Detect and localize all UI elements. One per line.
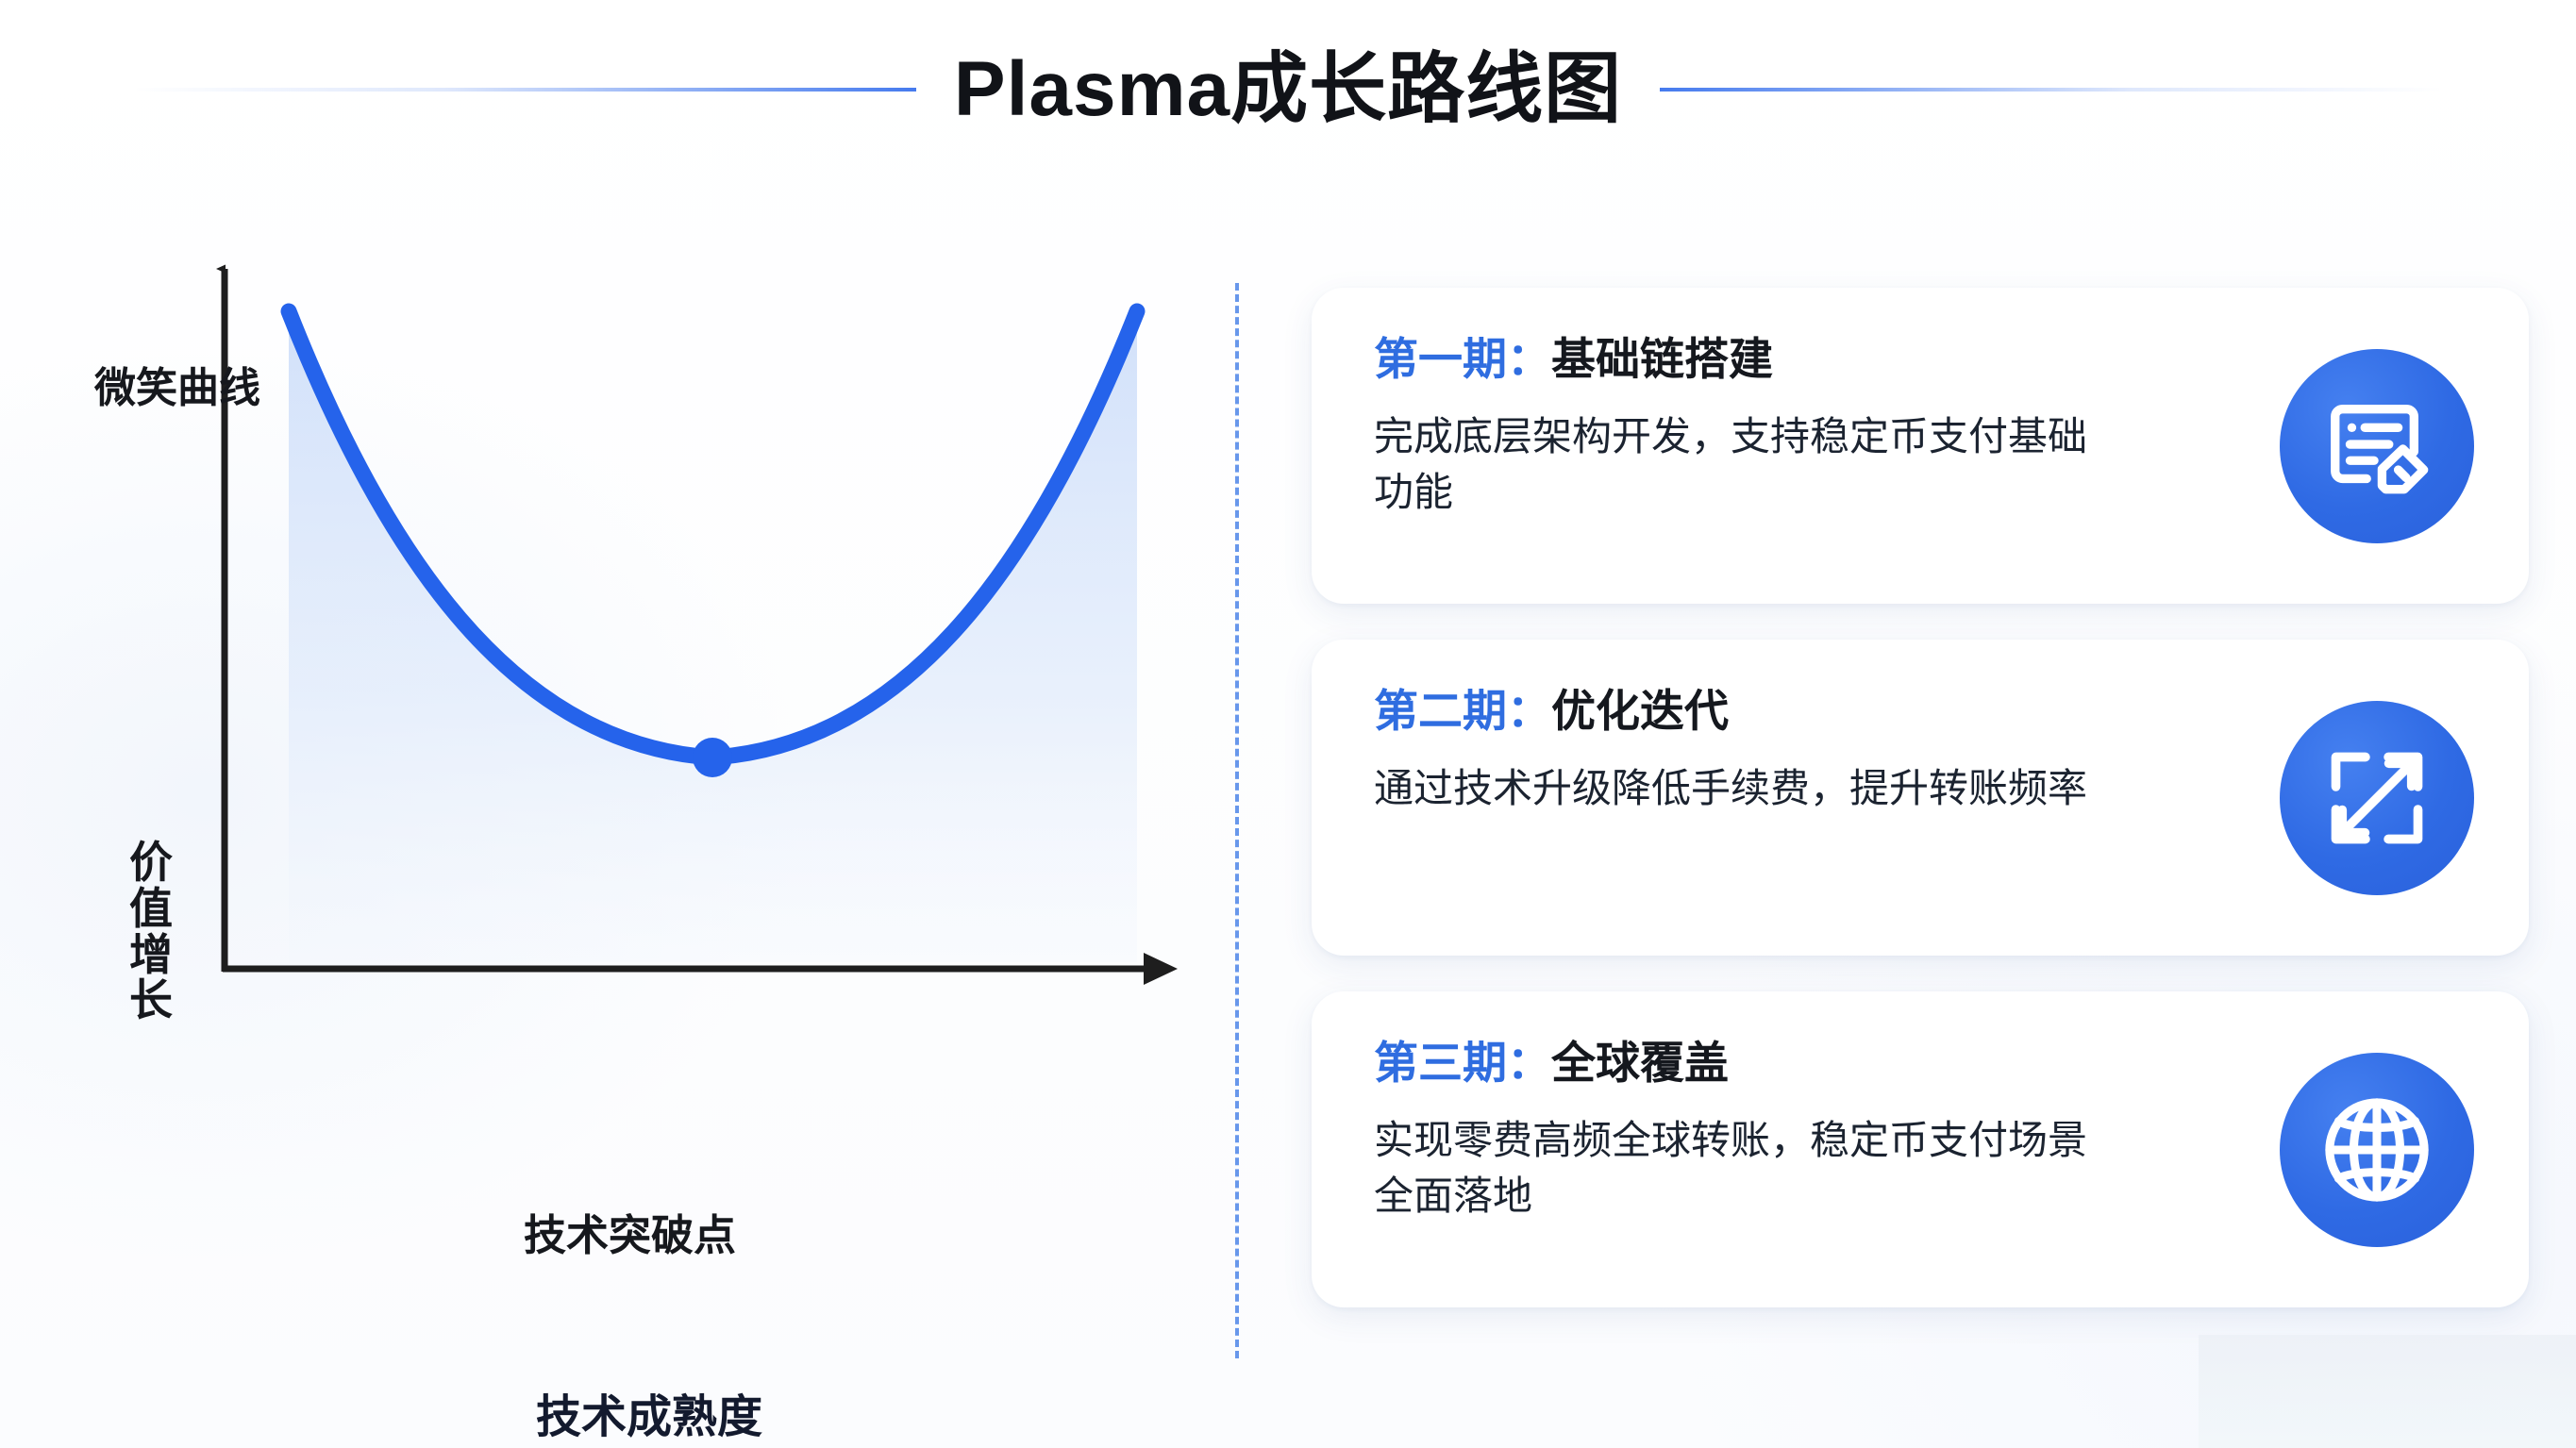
phase-card-2-phase: 第二期： — [1374, 686, 1551, 736]
page-header: Plasma成长路线图 — [0, 0, 2576, 179]
phase-card-1-title: 第一期：基础链搭建 — [1374, 335, 2246, 384]
document-edit-icon — [2280, 348, 2474, 543]
phase-card-2-title: 第二期：优化迭代 — [1374, 687, 2246, 736]
phase-card-1[interactable]: 第一期：基础链搭建 完成底层架构开发，支持稳定币支付基础功能 — [1312, 288, 2529, 604]
title-rule-left — [132, 88, 916, 92]
phase-card-list: 第一期：基础链搭建 完成底层架构开发，支持稳定币支付基础功能 第二期：优化迭代 … — [1312, 288, 2529, 1307]
phase-card-2-topic: 优化迭代 — [1551, 686, 1729, 736]
x-axis-label: 技术成熟度 — [536, 1392, 763, 1442]
phase-card-1-phase: 第一期： — [1374, 334, 1551, 384]
phase-card-3-description: 实现零费高频全球转账，稳定币支付场景全面落地 — [1374, 1117, 2088, 1219]
phase-card-1-description: 完成底层架构开发，支持稳定币支付基础功能 — [1374, 413, 2088, 515]
phase-card-3-topic: 全球覆盖 — [1551, 1038, 1729, 1088]
page-title: Plasma成长路线图 — [953, 46, 1623, 132]
phase-card-1-topic: 基础链搭建 — [1551, 334, 1773, 384]
curve-area-fill — [289, 311, 1137, 962]
watermark — [2199, 1335, 2576, 1448]
phase-card-3-phase: 第三期： — [1374, 1038, 1551, 1088]
smile-curve-chart: 微笑曲线 价值增长 技术突破点 技术成熟度 — [0, 179, 1236, 1448]
x-axis-arrowhead — [1144, 953, 1178, 985]
y-axis-label: 价值增长 — [129, 838, 173, 1025]
smile-curve-label: 微笑曲线 — [94, 365, 260, 411]
expand-arrows-icon — [2280, 700, 2474, 895]
title-rule-right — [1660, 88, 2444, 92]
breakthrough-point-marker — [693, 738, 732, 777]
phase-card-3-title: 第三期：全球覆盖 — [1374, 1039, 2246, 1088]
vertical-dashed-divider — [1235, 283, 1239, 1358]
chart-graphic — [0, 179, 1178, 985]
phase-card-3[interactable]: 第三期：全球覆盖 实现零费高频全球转账，稳定币支付场景全面落地 — [1312, 991, 2529, 1307]
globe-icon — [2280, 1052, 2474, 1247]
breakthrough-point-label: 技术突破点 — [524, 1211, 737, 1259]
phase-card-2[interactable]: 第二期：优化迭代 通过技术升级降低手续费，提升转账频率 — [1312, 640, 2529, 956]
phase-card-2-description: 通过技术升级降低手续费，提升转账频率 — [1374, 765, 2088, 810]
